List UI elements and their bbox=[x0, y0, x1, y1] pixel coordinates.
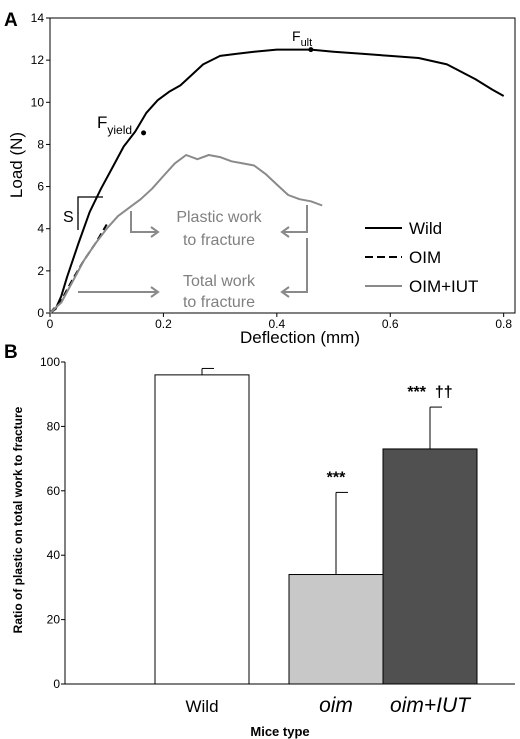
b-y-tick-label: 60 bbox=[47, 484, 61, 498]
b-y-tick-label: 20 bbox=[47, 613, 61, 627]
panel-b-bars: Wild oim *** oim+IUT *** †† bbox=[154, 367, 478, 717]
plastic-work-label-line1: Plastic work bbox=[176, 209, 262, 226]
b-y-tick-label: 0 bbox=[53, 677, 60, 691]
stiffness-slope-marker bbox=[77, 196, 103, 230]
panel-a-legend: Wild OIM OIM+IUT bbox=[365, 219, 478, 296]
bar-oim-iut bbox=[382, 448, 478, 685]
panel-a-plot-frame bbox=[49, 17, 516, 314]
b-y-tick-label: 40 bbox=[47, 548, 61, 562]
significance-label-oim-iut: *** †† bbox=[407, 384, 452, 401]
total-work-label-line1: Total work bbox=[183, 273, 256, 290]
category-label-wild: Wild bbox=[185, 697, 218, 716]
total-work-label-line2: to fracture bbox=[183, 294, 255, 311]
f-ult-point bbox=[308, 47, 314, 53]
f-ult-label-main: F bbox=[292, 28, 301, 44]
a-y-tick-label: 12 bbox=[31, 53, 45, 67]
a-y-tick-label: 2 bbox=[37, 264, 44, 278]
plastic-work-left-arrow bbox=[130, 211, 157, 233]
panel-a-y-axis: 0 2 4 6 8 10 12 14 bbox=[31, 11, 50, 320]
panel-a-x-axis-label: Deflection (mm) bbox=[240, 328, 360, 347]
a-x-tick-label: 0 bbox=[47, 317, 54, 331]
total-work-right-arrowhead bbox=[280, 286, 290, 298]
a-x-tick-label: 0.8 bbox=[495, 317, 512, 331]
a-x-tick-label: 0.2 bbox=[155, 317, 172, 331]
a-y-tick-label: 0 bbox=[37, 306, 44, 320]
b-y-tick-label: 100 bbox=[40, 355, 60, 369]
total-work-right-arrow bbox=[282, 238, 308, 293]
f-yield-point bbox=[141, 130, 147, 136]
stiffness-label: S bbox=[63, 209, 74, 226]
a-x-tick-label: 0.4 bbox=[268, 317, 285, 331]
panel-b-y-axis: 0 20 40 60 80 100 bbox=[40, 355, 65, 691]
plastic-work-label-line2: to fracture bbox=[183, 232, 255, 249]
plastic-work-right-arrow bbox=[282, 205, 308, 233]
a-y-tick-label: 14 bbox=[31, 11, 45, 25]
panel-a-series bbox=[49, 47, 505, 314]
a-x-tick-label: 0.6 bbox=[382, 317, 399, 331]
b-y-tick-label: 80 bbox=[47, 419, 61, 433]
f-yield-label-sub: yield bbox=[107, 123, 132, 137]
plastic-work-right-arrowhead bbox=[280, 226, 290, 238]
bar-wild bbox=[154, 374, 250, 685]
f-ult-label-sub: ult bbox=[301, 37, 313, 49]
total-work-left-arrowhead bbox=[150, 286, 160, 298]
f-yield-label-main: F bbox=[97, 113, 107, 132]
f-ult-label: Fult bbox=[292, 28, 312, 49]
panel-b-x-axis-label: Mice type bbox=[250, 724, 309, 739]
panel-a-y-axis-label: Load (N) bbox=[7, 132, 26, 198]
significance-label-oim: *** bbox=[327, 469, 346, 486]
panel-a-label: A bbox=[4, 10, 18, 31]
category-label-oim: oim bbox=[319, 694, 353, 717]
plastic-work-left-arrowhead bbox=[150, 226, 160, 238]
series-line-wild bbox=[49, 48, 505, 314]
series-line-oim-iut bbox=[49, 154, 323, 314]
panel-b-y-axis-label: Ratio of plastic on total work to fractu… bbox=[11, 406, 25, 633]
panel-a-x-axis: 0 0.2 0.4 0.6 0.8 bbox=[47, 313, 512, 331]
legend-label-oim: OIM bbox=[409, 248, 441, 267]
a-y-tick-label: 6 bbox=[37, 180, 44, 194]
category-label-oim-iut: oim+IUT bbox=[390, 694, 472, 717]
f-yield-label: Fyield bbox=[97, 113, 132, 137]
a-y-tick-label: 8 bbox=[37, 137, 44, 151]
a-y-tick-label: 10 bbox=[31, 95, 45, 109]
legend-label-wild: Wild bbox=[409, 219, 442, 238]
work-arrows bbox=[78, 205, 308, 298]
legend-label-oim-iut: OIM+IUT bbox=[409, 277, 478, 296]
a-y-tick-label: 4 bbox=[37, 222, 44, 236]
panel-b-label: B bbox=[4, 342, 18, 363]
bar-oim bbox=[288, 574, 384, 685]
series-line-oim bbox=[49, 223, 108, 314]
